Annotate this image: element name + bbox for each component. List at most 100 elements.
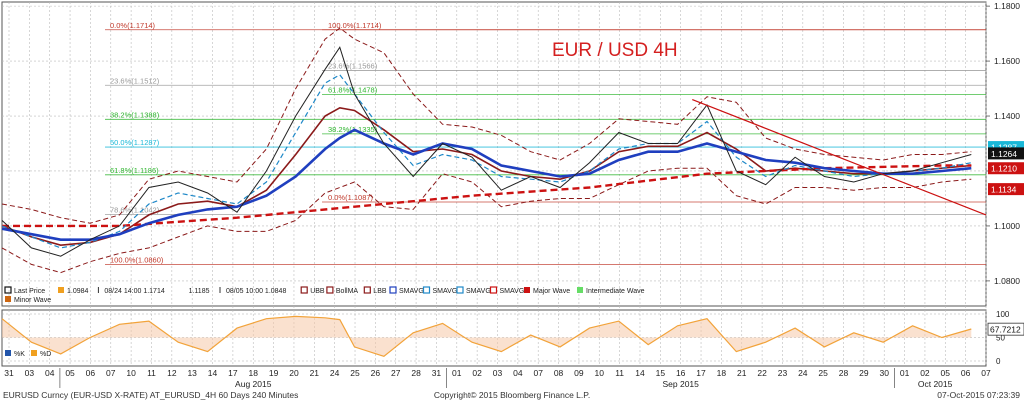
stoch-legend-swatch xyxy=(5,350,11,356)
legend-marker xyxy=(4,286,12,294)
major-wave-line xyxy=(2,164,972,228)
x-tick-label: 03 xyxy=(493,368,503,378)
x-tick-label: 05 xyxy=(65,368,75,378)
x-tick-label: 27 xyxy=(391,368,401,378)
footer-left: EURUSD Curncy (EUR-USD X-RATE) AT_EURUSD… xyxy=(3,390,298,400)
x-tick-label: 07 xyxy=(981,368,991,378)
x-tick-label: 04 xyxy=(513,368,523,378)
footer-copyright: Copyright© 2015 Bloomberg Finance L.P. xyxy=(434,390,590,400)
legend-label: LBB xyxy=(373,288,387,295)
fib-level-label: 38.2%(1.1388) xyxy=(110,110,160,119)
stoch-fill xyxy=(2,316,972,357)
x-tick-label: 03 xyxy=(25,368,35,378)
footer-timestamp: 07-Oct-2015 07:23:39 xyxy=(937,390,1020,400)
x-tick-label: 22 xyxy=(757,368,767,378)
series-lines xyxy=(1,27,987,274)
legend-label: 08/24 14:00 1.1714 xyxy=(104,288,164,295)
x-tick-label: 31 xyxy=(4,368,14,378)
legend-swatch xyxy=(5,296,11,302)
bollinger-lower-line xyxy=(1,167,972,274)
x-tick-label: 29 xyxy=(859,368,869,378)
legend-label: SMAVG xyxy=(399,288,424,295)
x-tick-label: 04 xyxy=(45,368,55,378)
price-tag-label: 1.1134 xyxy=(991,185,1017,195)
x-tick-label: 20 xyxy=(289,368,299,378)
fib-level-label: 100.0%(1.1714) xyxy=(328,21,382,30)
x-tick-label: 02 xyxy=(920,368,930,378)
legend-label: 1.1185 xyxy=(189,288,210,295)
x-tick-label: 25 xyxy=(350,368,360,378)
y-tick-label: 1.0800 xyxy=(994,276,1020,286)
x-tick-label: 24 xyxy=(798,368,808,378)
price-tag-box xyxy=(988,162,1024,175)
legend-swatch xyxy=(58,287,64,293)
fib-level-label: 50.0%(1.1287) xyxy=(110,138,160,147)
x-tick-label: 02 xyxy=(472,368,482,378)
x-tick-label: 05 xyxy=(941,368,951,378)
y-tick-label: 1.1600 xyxy=(994,56,1020,66)
fib-level-label: 61.8%(1.1186) xyxy=(110,166,159,175)
x-tick-label: 14 xyxy=(635,368,645,378)
legend: Last Price 1.0984 08/24 14:00 1.1714 1.1185… xyxy=(4,286,645,304)
fib-level-label: 23.6%(1.1512) xyxy=(110,76,160,85)
x-tick-label: 10 xyxy=(126,368,136,378)
x-tick-label: 25 xyxy=(818,368,828,378)
x-tick-label: 07 xyxy=(533,368,543,378)
stochastic-panel: 100 50 0 67.7212 %K %D xyxy=(1,310,1024,366)
x-tick-label: 07 xyxy=(106,368,116,378)
x-tick-label: 17 xyxy=(696,368,706,378)
stoch-value-box xyxy=(987,322,1024,336)
x-tick-label: 15 xyxy=(656,368,666,378)
x-tick-label: 18 xyxy=(249,368,259,378)
stoch-legend-label: %K xyxy=(14,351,25,358)
trendline xyxy=(692,98,987,216)
x-tick-label: 11 xyxy=(615,368,624,378)
x-tick-label: 06 xyxy=(961,368,971,378)
sma-slow-line xyxy=(1,128,972,241)
y-tick-label: 1.1000 xyxy=(994,221,1020,231)
legend-marker xyxy=(456,286,464,294)
x-tick-label: 12 xyxy=(167,368,177,378)
legend-label: SMAVG xyxy=(500,288,525,295)
fib-level-label: 78.6%(1.1042) xyxy=(110,205,160,214)
sma-fast-line xyxy=(1,74,972,249)
legend-marker xyxy=(300,286,308,294)
grid xyxy=(1,1,987,367)
x-tick-label: 28 xyxy=(839,368,849,378)
x-tick-label: 19 xyxy=(269,368,279,378)
x-tick-label: 31 xyxy=(432,368,442,378)
legend-label: Intermediate Wave xyxy=(586,288,645,295)
stoch-tick-label: 100 xyxy=(996,310,1010,319)
stoch-line xyxy=(1,315,972,357)
x-tick-label: 21 xyxy=(310,368,320,378)
x-tick-label: 24 xyxy=(330,368,340,378)
y-tick-label: 1.1400 xyxy=(994,111,1020,121)
x-tick-label: 30 xyxy=(879,368,889,378)
x-tick-label: 13 xyxy=(187,368,197,378)
x-tick-label: 28 xyxy=(411,368,421,378)
fib-level-label: 0.0%(1.1714) xyxy=(110,21,156,30)
stoch-tick-label: 0 xyxy=(996,357,1001,366)
legend-marker xyxy=(489,286,498,294)
legend-label: SMAVG xyxy=(433,288,458,295)
stoch-legend-swatch xyxy=(31,350,37,356)
stoch-value-label: 67.7212 xyxy=(990,325,1021,335)
x-tick-label: 10 xyxy=(595,368,605,378)
legend-label: UBB xyxy=(310,288,325,295)
x-tick-label: 16 xyxy=(676,368,686,378)
y-tick-label: 1.1800 xyxy=(994,1,1020,11)
legend-marker xyxy=(326,286,334,294)
x-tick-label: 11 xyxy=(147,368,156,378)
x-tick-label: 14 xyxy=(208,368,218,378)
x-tick-label: 09 xyxy=(574,368,584,378)
stoch-tick-label: 50 xyxy=(996,334,1005,343)
legend-label: Minor Wave xyxy=(14,297,51,304)
price-tag-label: 1.1264 xyxy=(991,149,1017,159)
legend-swatch xyxy=(524,287,530,293)
x-tick-label: 18 xyxy=(717,368,727,378)
x-tick-label: 21 xyxy=(737,368,747,378)
month-label: Aug 2015 xyxy=(235,379,272,389)
x-tick-label: 01 xyxy=(900,368,910,378)
